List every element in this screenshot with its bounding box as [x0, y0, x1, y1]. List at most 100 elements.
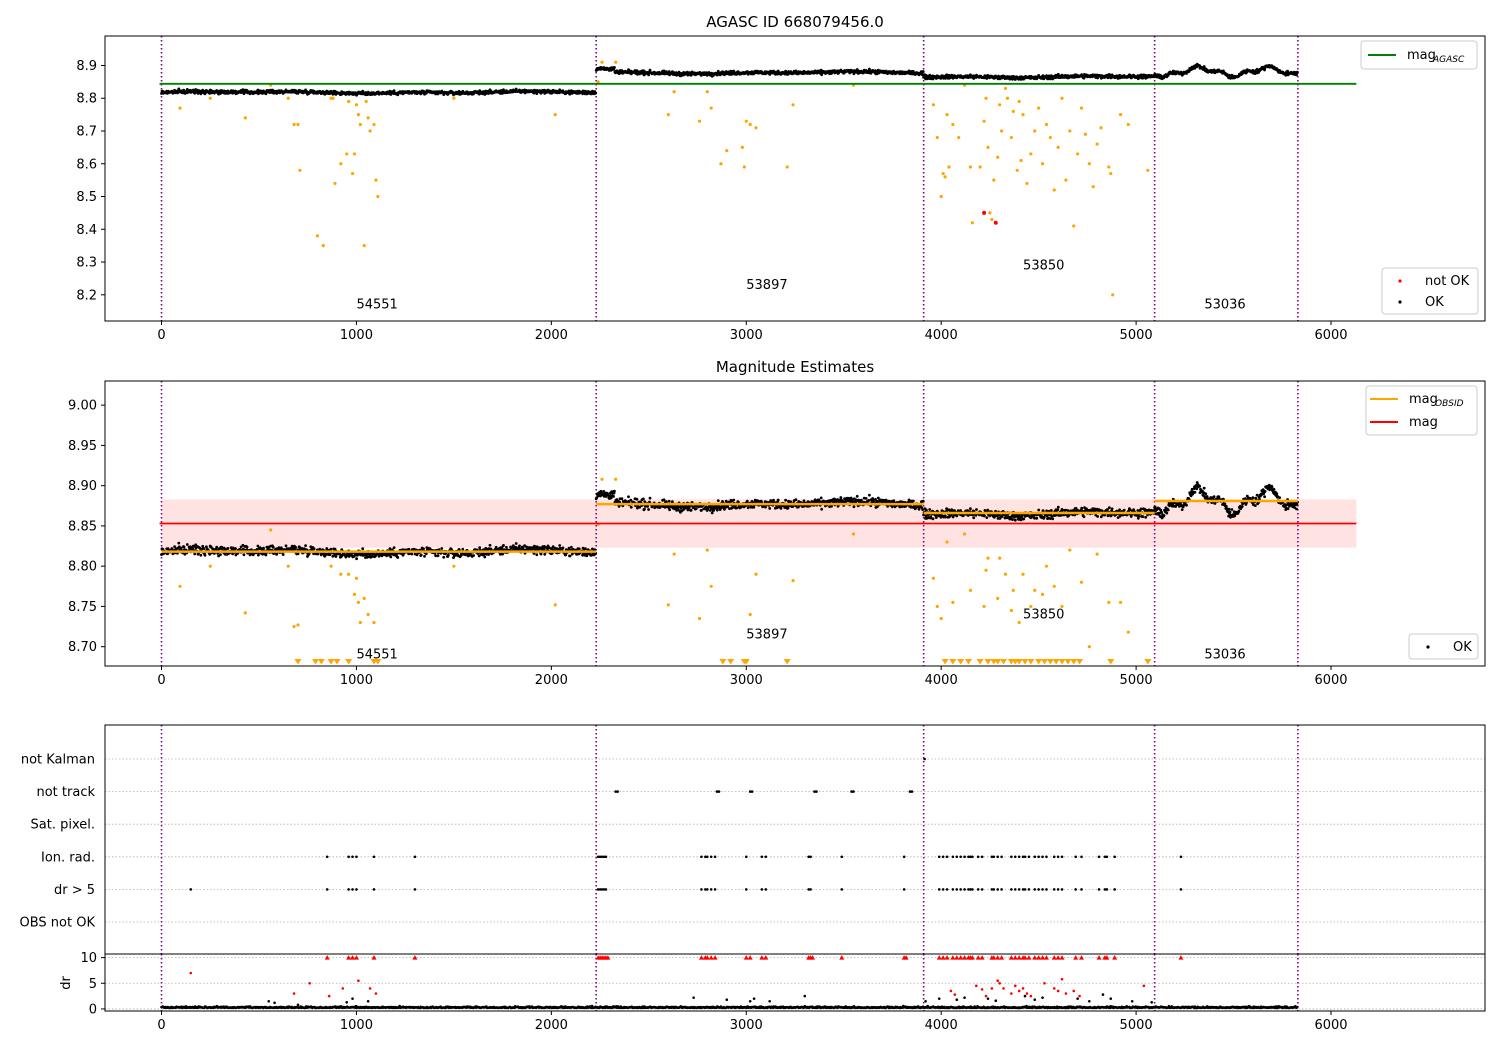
- ok-point: [928, 508, 932, 511]
- outlier-point: [333, 181, 337, 186]
- ok-point: [671, 500, 674, 504]
- legend-label-mag-agasc: mag: [1407, 48, 1436, 63]
- outlier-point: [1011, 109, 1015, 113]
- outlier-point: [785, 165, 789, 169]
- outlier-point: [1087, 162, 1091, 166]
- clipped-outlier-marker: [1035, 659, 1043, 665]
- ok-point: [710, 511, 714, 515]
- ok-point: [682, 507, 686, 511]
- outlier-point: [372, 620, 376, 625]
- outlier-point: [697, 616, 702, 621]
- clipped-outlier-marker: [1064, 659, 1072, 665]
- outlier-point: [292, 624, 296, 629]
- outlier-point: [1064, 178, 1068, 182]
- ok-point: [514, 87, 518, 91]
- ok-point: [726, 505, 729, 509]
- outlier-point: [754, 572, 758, 576]
- outlier-point: [939, 194, 943, 199]
- ok-point: [627, 495, 630, 499]
- ok-point: [1100, 509, 1104, 513]
- ok-point: [185, 543, 189, 546]
- outlier-point: [1060, 604, 1064, 609]
- outlier-point: [1025, 181, 1029, 186]
- ok-point: [410, 552, 414, 556]
- ok-point: [316, 552, 320, 556]
- ok-point: [594, 91, 598, 95]
- ok-point: [1037, 508, 1041, 512]
- panel-2-data: [159, 381, 1357, 666]
- ok-point: [1029, 516, 1033, 520]
- ok-point: [584, 547, 587, 551]
- ok-point: [1204, 492, 1208, 496]
- outlier-point: [339, 572, 343, 576]
- y-tick-label: 8.7: [76, 125, 97, 140]
- outlier-point: [709, 106, 713, 110]
- ok-point: [535, 553, 539, 557]
- ok-point: [752, 505, 756, 509]
- outlier-point: [1040, 162, 1045, 166]
- ok-point: [1162, 514, 1166, 517]
- outlier-point: [1095, 142, 1099, 146]
- ok-point: [712, 509, 715, 512]
- ok-point: [177, 541, 181, 545]
- outlier-point: [1118, 113, 1123, 117]
- clipped-outlier-marker: [333, 659, 341, 665]
- outlier-point: [372, 122, 376, 127]
- outlier-point: [1126, 630, 1130, 634]
- ok-point: [737, 500, 740, 504]
- y-tick-label: 8.2: [76, 288, 97, 303]
- ok-point: [921, 499, 925, 503]
- ok-point: [955, 514, 959, 518]
- outlier-point: [984, 568, 988, 572]
- ok-point: [264, 553, 268, 557]
- ok-point: [502, 544, 505, 547]
- ok-point: [564, 553, 568, 557]
- ok-point: [687, 506, 691, 509]
- agasc-magnitude-panel: AGASC ID 668079456.0 0 1000 2000 3000 4000 50…: [76, 13, 1486, 343]
- outlier-point: [705, 90, 709, 94]
- clipped-outlier-marker: [976, 659, 984, 665]
- outlier-point: [178, 584, 182, 588]
- clipped-outlier-marker: [1000, 659, 1008, 665]
- ok-point: [1228, 510, 1232, 514]
- ok-point: [434, 554, 438, 558]
- ok-point: [392, 89, 396, 93]
- outlier-point: [725, 149, 729, 153]
- ok-point: [966, 509, 969, 512]
- ok-point: [472, 554, 475, 557]
- outlier-point: [1118, 600, 1123, 604]
- ok-point: [446, 553, 450, 557]
- outlier-point: [1033, 588, 1037, 592]
- y-tick-label: 8.4: [76, 223, 97, 238]
- ok-point: [819, 496, 823, 500]
- clipped-outlier-marker: [1040, 659, 1048, 665]
- outlier-point: [1021, 572, 1025, 576]
- outlier-point: [243, 611, 247, 615]
- ok-point: [1227, 507, 1231, 511]
- clipped-outlier-marker: [1076, 659, 1084, 665]
- legend-marker-not-ok: [1398, 279, 1402, 283]
- outlier-point: [614, 60, 618, 64]
- outlier-point: [243, 116, 247, 120]
- outlier-point: [754, 126, 758, 130]
- ok-point: [735, 506, 739, 510]
- ok-point: [205, 545, 208, 549]
- outlier-point: [851, 532, 856, 536]
- outlier-point: [352, 592, 357, 596]
- obsid-label: 53897: [746, 278, 787, 293]
- ok-point: [1022, 517, 1026, 521]
- x-tick-label: 0: [157, 328, 165, 343]
- ok-point: [886, 504, 889, 508]
- outlier-point: [1060, 96, 1064, 100]
- ok-point: [191, 547, 195, 551]
- ok-point: [442, 555, 446, 559]
- clipped-outlier-marker: [1021, 659, 1029, 665]
- outlier-point: [935, 135, 939, 140]
- ok-point: [602, 490, 606, 493]
- ok-point: [577, 547, 581, 551]
- ok-point: [745, 499, 749, 503]
- outlier-point: [970, 221, 974, 225]
- ok-point: [1122, 508, 1126, 512]
- ok-point: [667, 499, 671, 503]
- ok-point: [1230, 73, 1234, 77]
